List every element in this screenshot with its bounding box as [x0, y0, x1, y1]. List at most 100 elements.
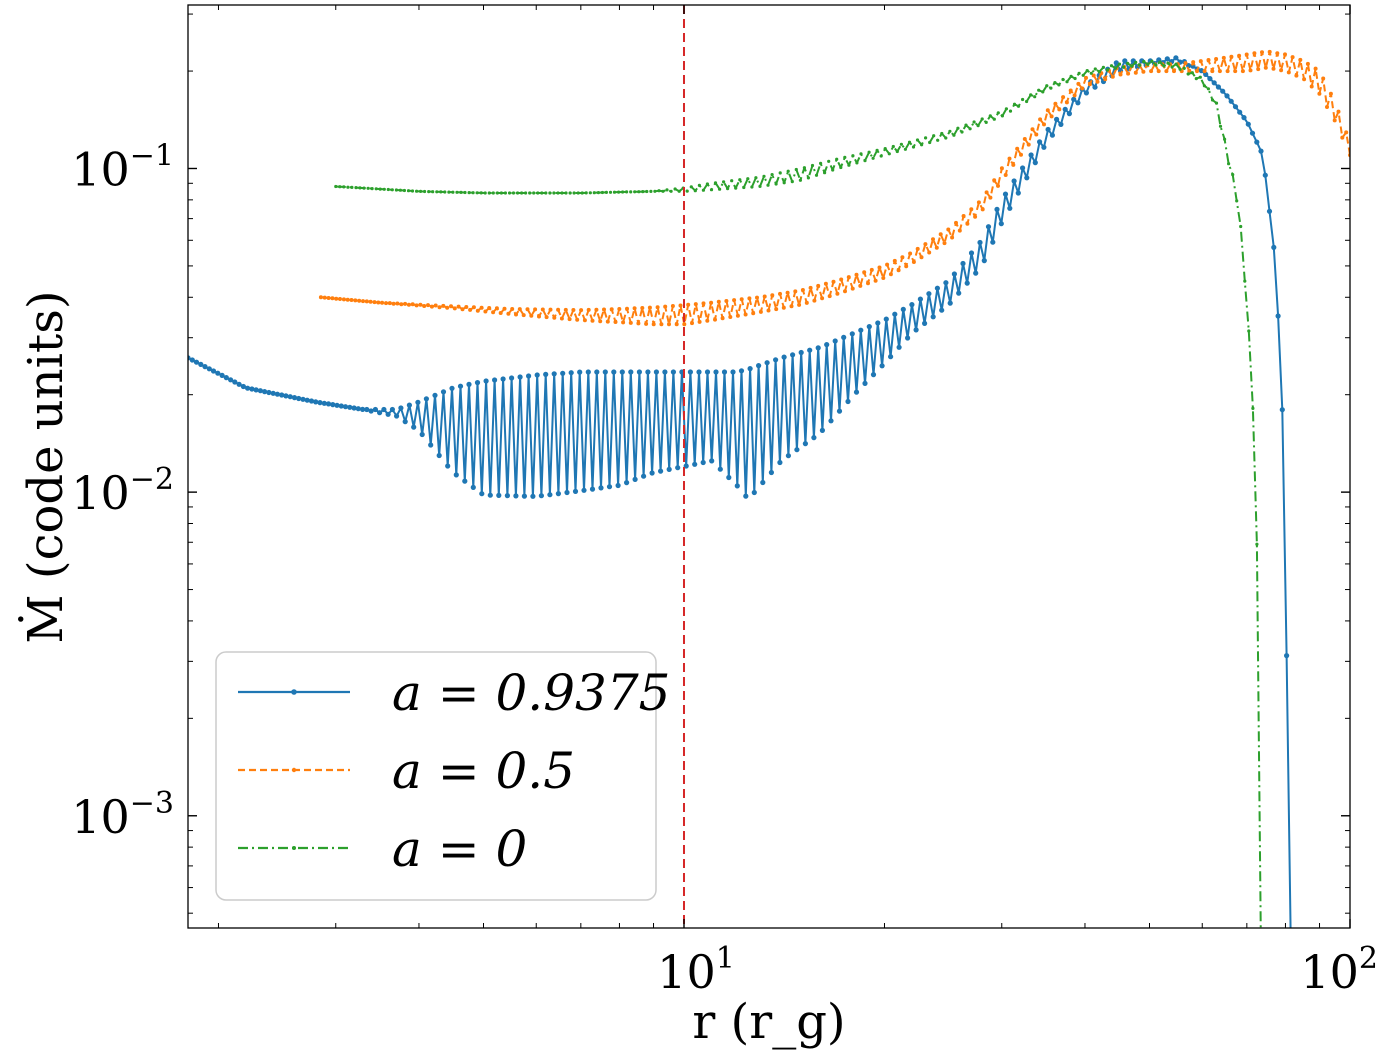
data-point-a-0: [491, 191, 495, 195]
data-point-a-0-5: [919, 255, 924, 260]
data-point-a-0-5: [713, 317, 717, 322]
data-point-a-0-5: [372, 300, 377, 305]
data-point-a-0-9375: [372, 406, 378, 413]
data-point-a-0-5: [892, 258, 897, 263]
data-point-a-0: [370, 187, 374, 191]
data-point-a-0-5: [391, 301, 396, 306]
data-point-a-0: [867, 150, 871, 154]
data-point-a-0-9375: [406, 402, 412, 408]
data-point-a-0-9375: [398, 405, 404, 411]
data-point-a-0-5: [334, 296, 339, 301]
data-point-a-0: [1146, 62, 1150, 66]
data-point-a-0: [1105, 68, 1109, 72]
data-point-a-0-5: [846, 275, 851, 280]
data-point-a-0: [402, 188, 406, 193]
data-point-a-0-9375: [836, 408, 843, 414]
data-point-a-0: [471, 191, 475, 195]
legend-marker-a-0-9375: [291, 689, 297, 695]
data-point-a-0-9375: [210, 368, 217, 374]
legend-entry-a-0-9375[interactable]: a = 0.9375: [238, 664, 670, 722]
data-point-a-0-9375: [423, 396, 429, 402]
legend-entry-a-0[interactable]: a = 0: [238, 820, 527, 878]
data-point-a-0: [677, 189, 681, 193]
data-point-a-0: [1259, 943, 1262, 946]
data-point-a-0-9375: [858, 327, 864, 333]
plot-frame: [187, 4, 1351, 929]
data-point-a-0-9375: [266, 389, 272, 396]
data-point-a-0: [1227, 162, 1231, 166]
data-point-a-0: [503, 191, 507, 195]
data-point-a-0-5: [709, 300, 714, 305]
legend-label-a-0-9375: a = 0.9375: [392, 664, 670, 722]
data-point-a-0-5: [318, 295, 323, 300]
data-point-a-0-9375: [474, 380, 481, 386]
data-point-a-0: [608, 190, 613, 194]
data-point-a-0: [1182, 66, 1186, 70]
data-point-a-0-5: [621, 320, 626, 325]
data-point-a-0: [645, 189, 649, 194]
legend-entry-a-0-5[interactable]: a = 0.5: [238, 742, 575, 800]
series-a-0: [334, 59, 1262, 946]
data-point-a-0-9375: [577, 369, 583, 375]
data-point-a-0-9375: [262, 389, 268, 395]
data-point-a-0-9375: [594, 369, 600, 375]
data-point-a-0-9375: [1249, 130, 1256, 136]
data-point-a-0-9375: [666, 466, 672, 472]
data-point-a-0-9375: [223, 375, 229, 381]
data-point-a-0-5: [567, 317, 572, 322]
data-point-a-0: [366, 186, 370, 190]
data-point-a-0-9375: [811, 435, 817, 441]
data-point-a-0-9375: [726, 474, 732, 481]
data-point-a-0: [625, 190, 629, 194]
data-point-a-0-5: [812, 298, 817, 303]
data-point-a-0: [406, 189, 411, 193]
data-point-a-0: [455, 190, 459, 194]
data-point-a-0-5: [1183, 61, 1188, 66]
data-point-a-0-5: [655, 305, 660, 310]
data-point-a-0: [560, 191, 564, 195]
data-point-a-0: [1154, 63, 1158, 67]
data-point-a-0-9375: [922, 320, 928, 326]
data-point-a-0-5: [586, 307, 591, 312]
data-point-a-0-5: [326, 296, 331, 300]
data-point-a-0: [810, 163, 815, 168]
data-point-a-0: [819, 161, 823, 165]
data-point-a-0-5: [1072, 93, 1077, 98]
data-point-a-0-9375: [462, 478, 468, 484]
data-point-a-0-5: [690, 321, 694, 326]
data-point-a-0-9375: [543, 371, 549, 377]
legend-label-a-0: a = 0: [392, 820, 527, 878]
data-point-a-0-9375: [521, 493, 528, 499]
data-point-a-0-5: [835, 291, 840, 296]
data-point-a-0: [435, 190, 439, 194]
data-point-a-0: [778, 171, 782, 175]
data-point-a-0: [1166, 61, 1170, 65]
data-point-a-0-9375: [888, 354, 894, 360]
data-point-a-0-5: [946, 227, 951, 232]
data-point-a-0-9375: [832, 338, 838, 344]
data-point-a-0-9375: [849, 331, 855, 337]
data-point-a-0-5: [705, 318, 710, 323]
data-point-a-0-9375: [547, 492, 553, 498]
data-point-a-0-9375: [270, 390, 276, 396]
data-point-a-0-9375: [479, 491, 485, 497]
data-point-a-0-5: [770, 293, 775, 298]
data-point-a-0-5: [942, 241, 947, 246]
data-point-a-0-5: [529, 313, 534, 318]
data-point-a-0-9375: [291, 395, 298, 401]
data-point-a-0-5: [1191, 60, 1196, 65]
data-point-a-0-9375: [738, 368, 745, 374]
data-point-a-0: [1138, 63, 1142, 67]
data-point-a-0: [734, 186, 738, 190]
data-point-a-0-5: [514, 312, 518, 317]
data-point-a-0-9375: [470, 484, 476, 490]
data-point-a-0-5: [900, 255, 905, 260]
data-point-a-0-5: [1103, 77, 1108, 82]
data-point-a-0-5: [1202, 69, 1207, 74]
data-point-a-0: [859, 152, 863, 156]
data-point-a-0-5: [1057, 107, 1062, 112]
data-point-a-0-5: [525, 307, 530, 312]
data-point-a-0-5: [1328, 91, 1333, 96]
data-point-a-0-5: [1076, 81, 1081, 86]
data-point-a-0: [479, 191, 483, 195]
